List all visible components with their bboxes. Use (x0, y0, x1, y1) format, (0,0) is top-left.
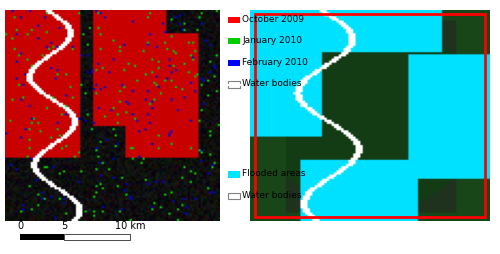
Text: October 2009: October 2009 (242, 14, 304, 24)
Text: Flooded areas: Flooded areas (242, 169, 306, 179)
Text: 10 km: 10 km (115, 221, 145, 231)
Text: Water bodies: Water bodies (242, 191, 302, 200)
Text: 5: 5 (61, 221, 67, 231)
Text: 0: 0 (17, 221, 23, 231)
Text: January 2010: January 2010 (242, 36, 302, 45)
Text: February 2010: February 2010 (242, 58, 308, 67)
Text: Water bodies: Water bodies (242, 79, 302, 88)
